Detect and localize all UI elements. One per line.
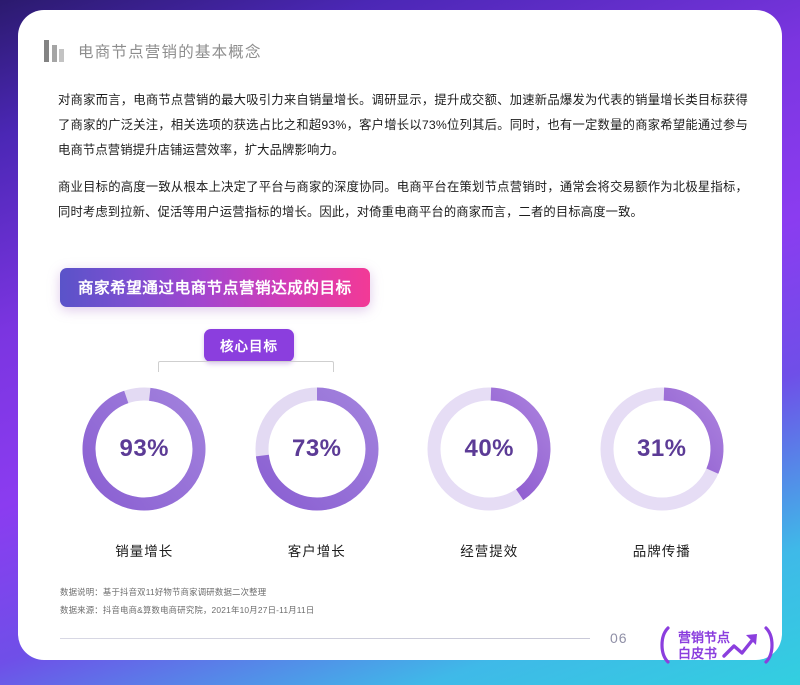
donut-ring-3: 31% [595,382,729,516]
donut-item-1: 73% 客户增长 [231,382,404,560]
donut-label-1: 客户增长 [287,544,346,559]
footnote-data-description: 数据说明：基于抖音双11好物节商家调研数据二次整理 [60,587,267,597]
donut-svg-3 [600,387,724,511]
donut-label-2: 经营提效 [460,544,519,559]
footnotes: 数据说明：基于抖音双11好物节商家调研数据二次整理 数据来源：抖音电商&算数电商… [60,583,314,619]
donut-label-3: 品牌传播 [632,544,691,559]
section-banner: 商家希望通过电商节点营销达成的目标 [60,268,370,307]
donut-item-0: 93% 销量增长 [58,382,231,560]
footer-divider [60,638,590,639]
logo-line-2: 白皮书 [678,646,717,661]
donut-svg-1 [255,387,379,511]
page-number: 06 [610,630,628,646]
donut-item-3: 31% 品牌传播 [576,382,749,560]
paragraph-1: 对商家而言，电商节点营销的最大吸引力来自销量增长。调研显示，提升成交额、加速新品… [58,93,748,157]
donut-value-3: 31% [636,435,687,462]
bar-chart-icon [44,40,64,62]
donut-ring-2: 40% [422,382,556,516]
donut-ring-0: 93% [77,382,211,516]
page-header: 电商节点营销的基本概念 [44,40,262,62]
paragraph-2: 商业目标的高度一致从根本上决定了平台与商家的深度协同。电商平台在策划节点营销时，… [58,180,748,219]
slide-card: 电商节点营销的基本概念 对商家而言，电商节点营销的最大吸引力来自销量增长。调研显… [18,10,782,664]
core-goal-bracket [158,361,334,372]
donut-value-2: 40% [464,435,515,462]
donut-svg-0 [82,387,206,511]
core-goal-badge: 核心目标 [204,329,294,362]
donut-ring-1: 73% [250,382,384,516]
donut-svg-2 [427,387,551,511]
body-text: 对商家而言，电商节点营销的最大吸引力来自销量增长。调研显示，提升成交额、加速新品… [58,88,748,225]
logo-line-1: 营销节点 [678,630,730,645]
section-banner-label: 商家希望通过电商节点营销达成的目标 [60,268,370,307]
donut-item-2: 40% 经营提效 [403,382,576,560]
page-title: 电商节点营销的基本概念 [78,44,262,61]
donut-label-0: 销量增长 [115,544,174,559]
footnote-data-source: 数据来源：抖音电商&算数电商研究院，2021年10月27日-11月11日 [60,605,315,615]
donut-chart-row: 93% 销量增长 73 [58,382,748,560]
donut-value-1: 73% [291,435,342,462]
whitepaper-logo: 营销节点 白皮书 [658,622,776,668]
donut-value-0: 93% [119,435,170,462]
